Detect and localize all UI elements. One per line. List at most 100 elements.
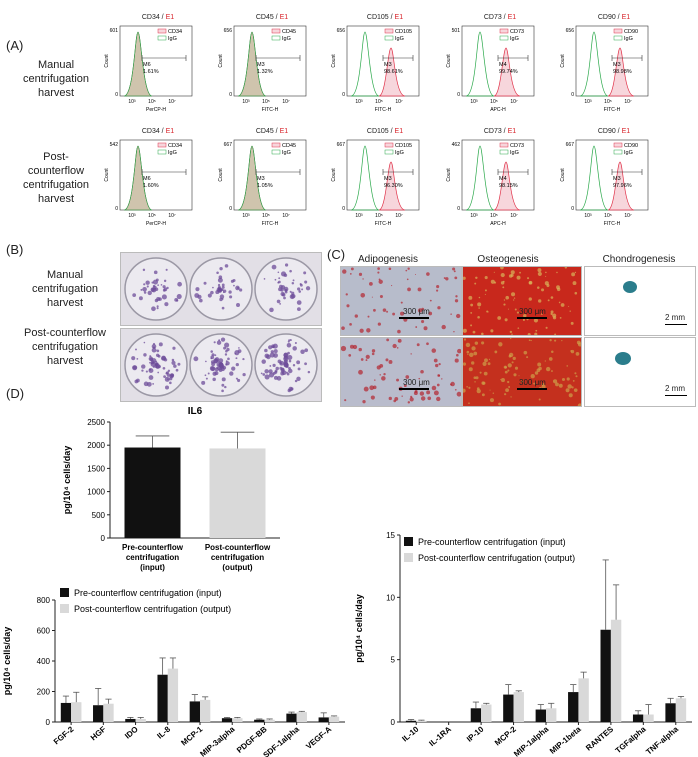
colony — [221, 283, 225, 287]
stain-spot — [456, 353, 459, 357]
stain-spot — [481, 341, 485, 345]
stain-spot — [509, 330, 513, 334]
legend-swatch-isotype — [157, 35, 167, 41]
stain-spot — [516, 275, 521, 280]
colony — [298, 290, 302, 293]
colony — [163, 375, 166, 379]
stain-spot — [468, 402, 470, 405]
colony — [149, 361, 151, 364]
colony — [288, 368, 293, 374]
stain-spot — [510, 273, 514, 277]
legend-swatch-marker — [384, 28, 394, 34]
colony — [151, 347, 157, 353]
legend-label: Post-counterflow centrifugation (output) — [74, 604, 231, 614]
legend-swatch — [60, 604, 69, 613]
colony — [261, 359, 266, 364]
colony — [274, 369, 278, 373]
colony — [172, 346, 176, 350]
legend-swatch — [404, 553, 413, 562]
stain-spot — [397, 329, 401, 334]
colony — [131, 356, 136, 361]
colony — [210, 290, 214, 295]
stain-spot — [437, 306, 441, 310]
adipogenesis-image-2: 300 μm — [340, 337, 462, 407]
stain-spot — [537, 362, 542, 367]
row-label-counterflow: Post- counterflow centrifugation harvest — [8, 150, 104, 206]
stain-spot — [391, 285, 393, 287]
stain-spot — [443, 277, 446, 279]
bar — [93, 705, 104, 722]
legend-isotype: IgG — [395, 36, 404, 42]
colony — [224, 342, 230, 348]
stain-spot — [423, 326, 428, 331]
colony — [147, 290, 152, 296]
marker-name: CD90 / — [597, 128, 622, 135]
colony — [195, 287, 200, 292]
flow-plot-title: CD45 / E1 — [236, 14, 308, 21]
chondro-pellet — [615, 352, 631, 365]
stain-spot — [545, 275, 547, 277]
row-label-line: harvest — [37, 87, 75, 99]
colony — [271, 344, 275, 349]
stain-spot — [540, 313, 543, 315]
stain-spot — [473, 376, 477, 380]
stain-spot — [369, 281, 373, 286]
colony — [284, 290, 288, 294]
colony — [221, 389, 224, 393]
colony — [304, 362, 307, 366]
bar — [157, 674, 168, 722]
colony — [158, 342, 163, 347]
legend-swatch-marker — [157, 28, 167, 34]
colony — [218, 275, 223, 279]
osteogenesis-stain — [463, 267, 578, 335]
stain-spot — [511, 292, 516, 297]
panel-letter-b: (B) — [6, 242, 24, 257]
stain-spot — [477, 302, 482, 307]
stain-spot — [417, 287, 422, 292]
stain-spot — [571, 386, 574, 389]
bar — [600, 629, 611, 722]
colony — [283, 286, 289, 292]
bar — [328, 716, 340, 722]
colony — [152, 365, 156, 368]
colony — [288, 339, 291, 342]
colony — [231, 366, 236, 371]
legend-marker: CD34 — [168, 143, 182, 149]
colony — [284, 263, 289, 267]
stain-spot — [572, 379, 575, 382]
y-axis-max: 656 — [224, 28, 233, 34]
stain-spot — [407, 401, 411, 404]
stain-spot — [528, 280, 533, 285]
isotype-peak — [123, 31, 153, 97]
bar — [481, 704, 492, 722]
scale-bar — [399, 317, 429, 319]
y-axis-min: 0 — [229, 92, 232, 98]
stain-spot — [528, 297, 532, 301]
row-label-line: Post- — [43, 151, 69, 163]
scale-label: 300 μm — [519, 307, 546, 316]
stain-spot — [500, 267, 504, 270]
stain-spot — [498, 402, 501, 406]
stain-spot — [426, 342, 429, 346]
sample-name: E1 — [507, 14, 517, 21]
flow-plot-title: CD90 / E1 — [578, 14, 650, 21]
stain-spot — [388, 396, 392, 401]
bar — [568, 692, 579, 722]
y-axis-max: 656 — [566, 28, 575, 34]
colony — [207, 372, 210, 375]
stain-spot — [456, 313, 461, 319]
stain-spot — [433, 358, 438, 363]
bar — [209, 448, 266, 538]
stain-spot — [407, 267, 410, 270]
colony — [264, 348, 268, 353]
colony — [156, 296, 161, 302]
colony — [166, 371, 169, 375]
stain-spot — [455, 295, 458, 298]
stain-spot — [420, 396, 426, 401]
colony — [152, 383, 155, 385]
stain-spot — [350, 267, 354, 271]
stain-spot — [508, 386, 511, 388]
y-axis-max: 667 — [224, 142, 233, 148]
